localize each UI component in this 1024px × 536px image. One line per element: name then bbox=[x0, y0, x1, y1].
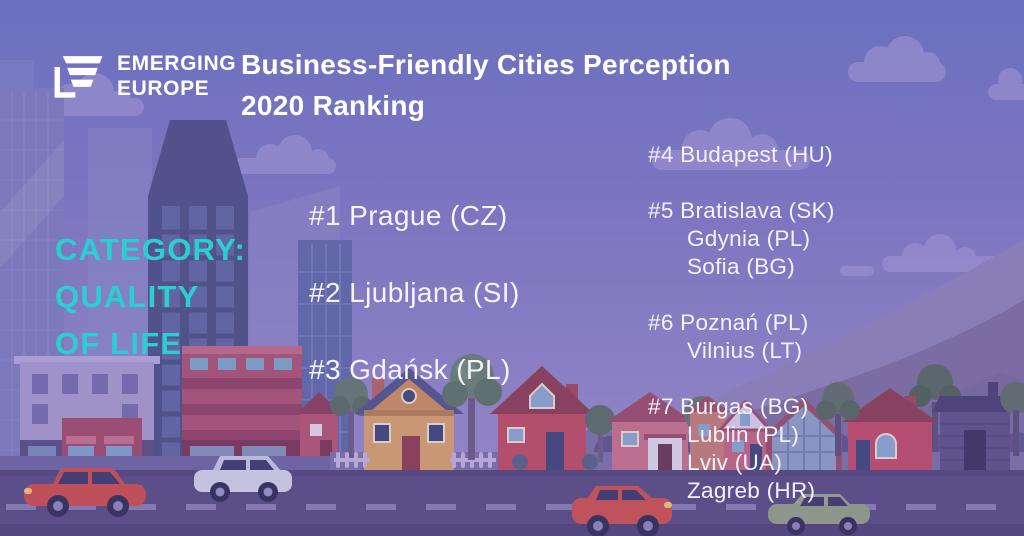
rank-row: Vilnius (LT) bbox=[687, 338, 803, 363]
title-line-2: 2020 Ranking bbox=[241, 90, 426, 121]
cabin bbox=[932, 382, 1016, 470]
title-line-1: Business-Friendly Cities Perception bbox=[241, 49, 731, 80]
rank-row: Gdynia (PL) bbox=[687, 226, 811, 251]
category-line-2: QUALITY bbox=[55, 279, 200, 314]
car-green-sedan bbox=[768, 494, 870, 535]
cloud bbox=[848, 36, 946, 82]
tree bbox=[330, 377, 372, 460]
rank-row: Lviv (UA) bbox=[687, 450, 783, 475]
rank-row: #1 Prague (CZ) bbox=[309, 200, 508, 231]
rank-row: Lublin (PL) bbox=[687, 422, 800, 447]
tree bbox=[585, 405, 615, 462]
rank-row: #7 Burgas (BG) bbox=[648, 394, 809, 419]
emerging-europe-logo-icon bbox=[54, 56, 103, 98]
rank-row: #6 Poznań (PL) bbox=[648, 310, 809, 335]
orange-house bbox=[354, 368, 464, 470]
category-line-3: OF LIFE bbox=[55, 326, 183, 361]
car-red-sedan bbox=[24, 468, 146, 517]
car-white-suv bbox=[194, 456, 292, 502]
suburb-middle bbox=[330, 354, 720, 470]
page-title: Business-Friendly Cities Perception 2020… bbox=[241, 44, 731, 126]
logo-word-1: EMERGING bbox=[117, 52, 237, 75]
pink-house bbox=[606, 392, 694, 470]
rank-row: Zagreb (HR) bbox=[687, 478, 816, 503]
tree bbox=[442, 354, 502, 460]
salmon-house bbox=[686, 396, 730, 470]
rank-row: #4 Budapest (HU) bbox=[648, 142, 833, 167]
cloud bbox=[840, 266, 874, 276]
cloud bbox=[882, 234, 1000, 272]
cloud bbox=[988, 68, 1024, 100]
bush bbox=[512, 454, 528, 470]
arch-house bbox=[842, 388, 938, 470]
rank-row: #3 Gdańsk (PL) bbox=[309, 354, 511, 385]
rank-row: #5 Bratislava (SK) bbox=[648, 198, 835, 223]
bush bbox=[582, 454, 598, 470]
cloud bbox=[232, 135, 336, 174]
ranks-4-7-list: #4 Budapest (HU) #5 Bratislava (SK) Gdyn… bbox=[648, 141, 835, 505]
tree bbox=[816, 382, 860, 456]
suburb-right bbox=[686, 364, 1024, 470]
top3-ranking-list: #1 Prague (CZ) #2 Ljubljana (SI) #3 Gdań… bbox=[309, 198, 520, 429]
category-label: CATEGORY: QUALITY OF LIFE bbox=[55, 226, 246, 367]
rank-row: Sofia (BG) bbox=[687, 254, 796, 279]
cloud bbox=[652, 118, 810, 170]
logo-wordmark: EMERGING EUROPE bbox=[117, 51, 236, 101]
rank-row: #2 Ljubljana (SI) bbox=[309, 277, 520, 308]
tree bbox=[1000, 382, 1024, 456]
gable-house bbox=[716, 399, 774, 470]
category-line-1: CATEGORY: bbox=[55, 232, 247, 267]
emerging-europe-logo: EMERGING EUROPE bbox=[50, 50, 236, 102]
logo-word-2: EUROPE bbox=[117, 77, 210, 100]
car-red-suv bbox=[572, 486, 672, 536]
